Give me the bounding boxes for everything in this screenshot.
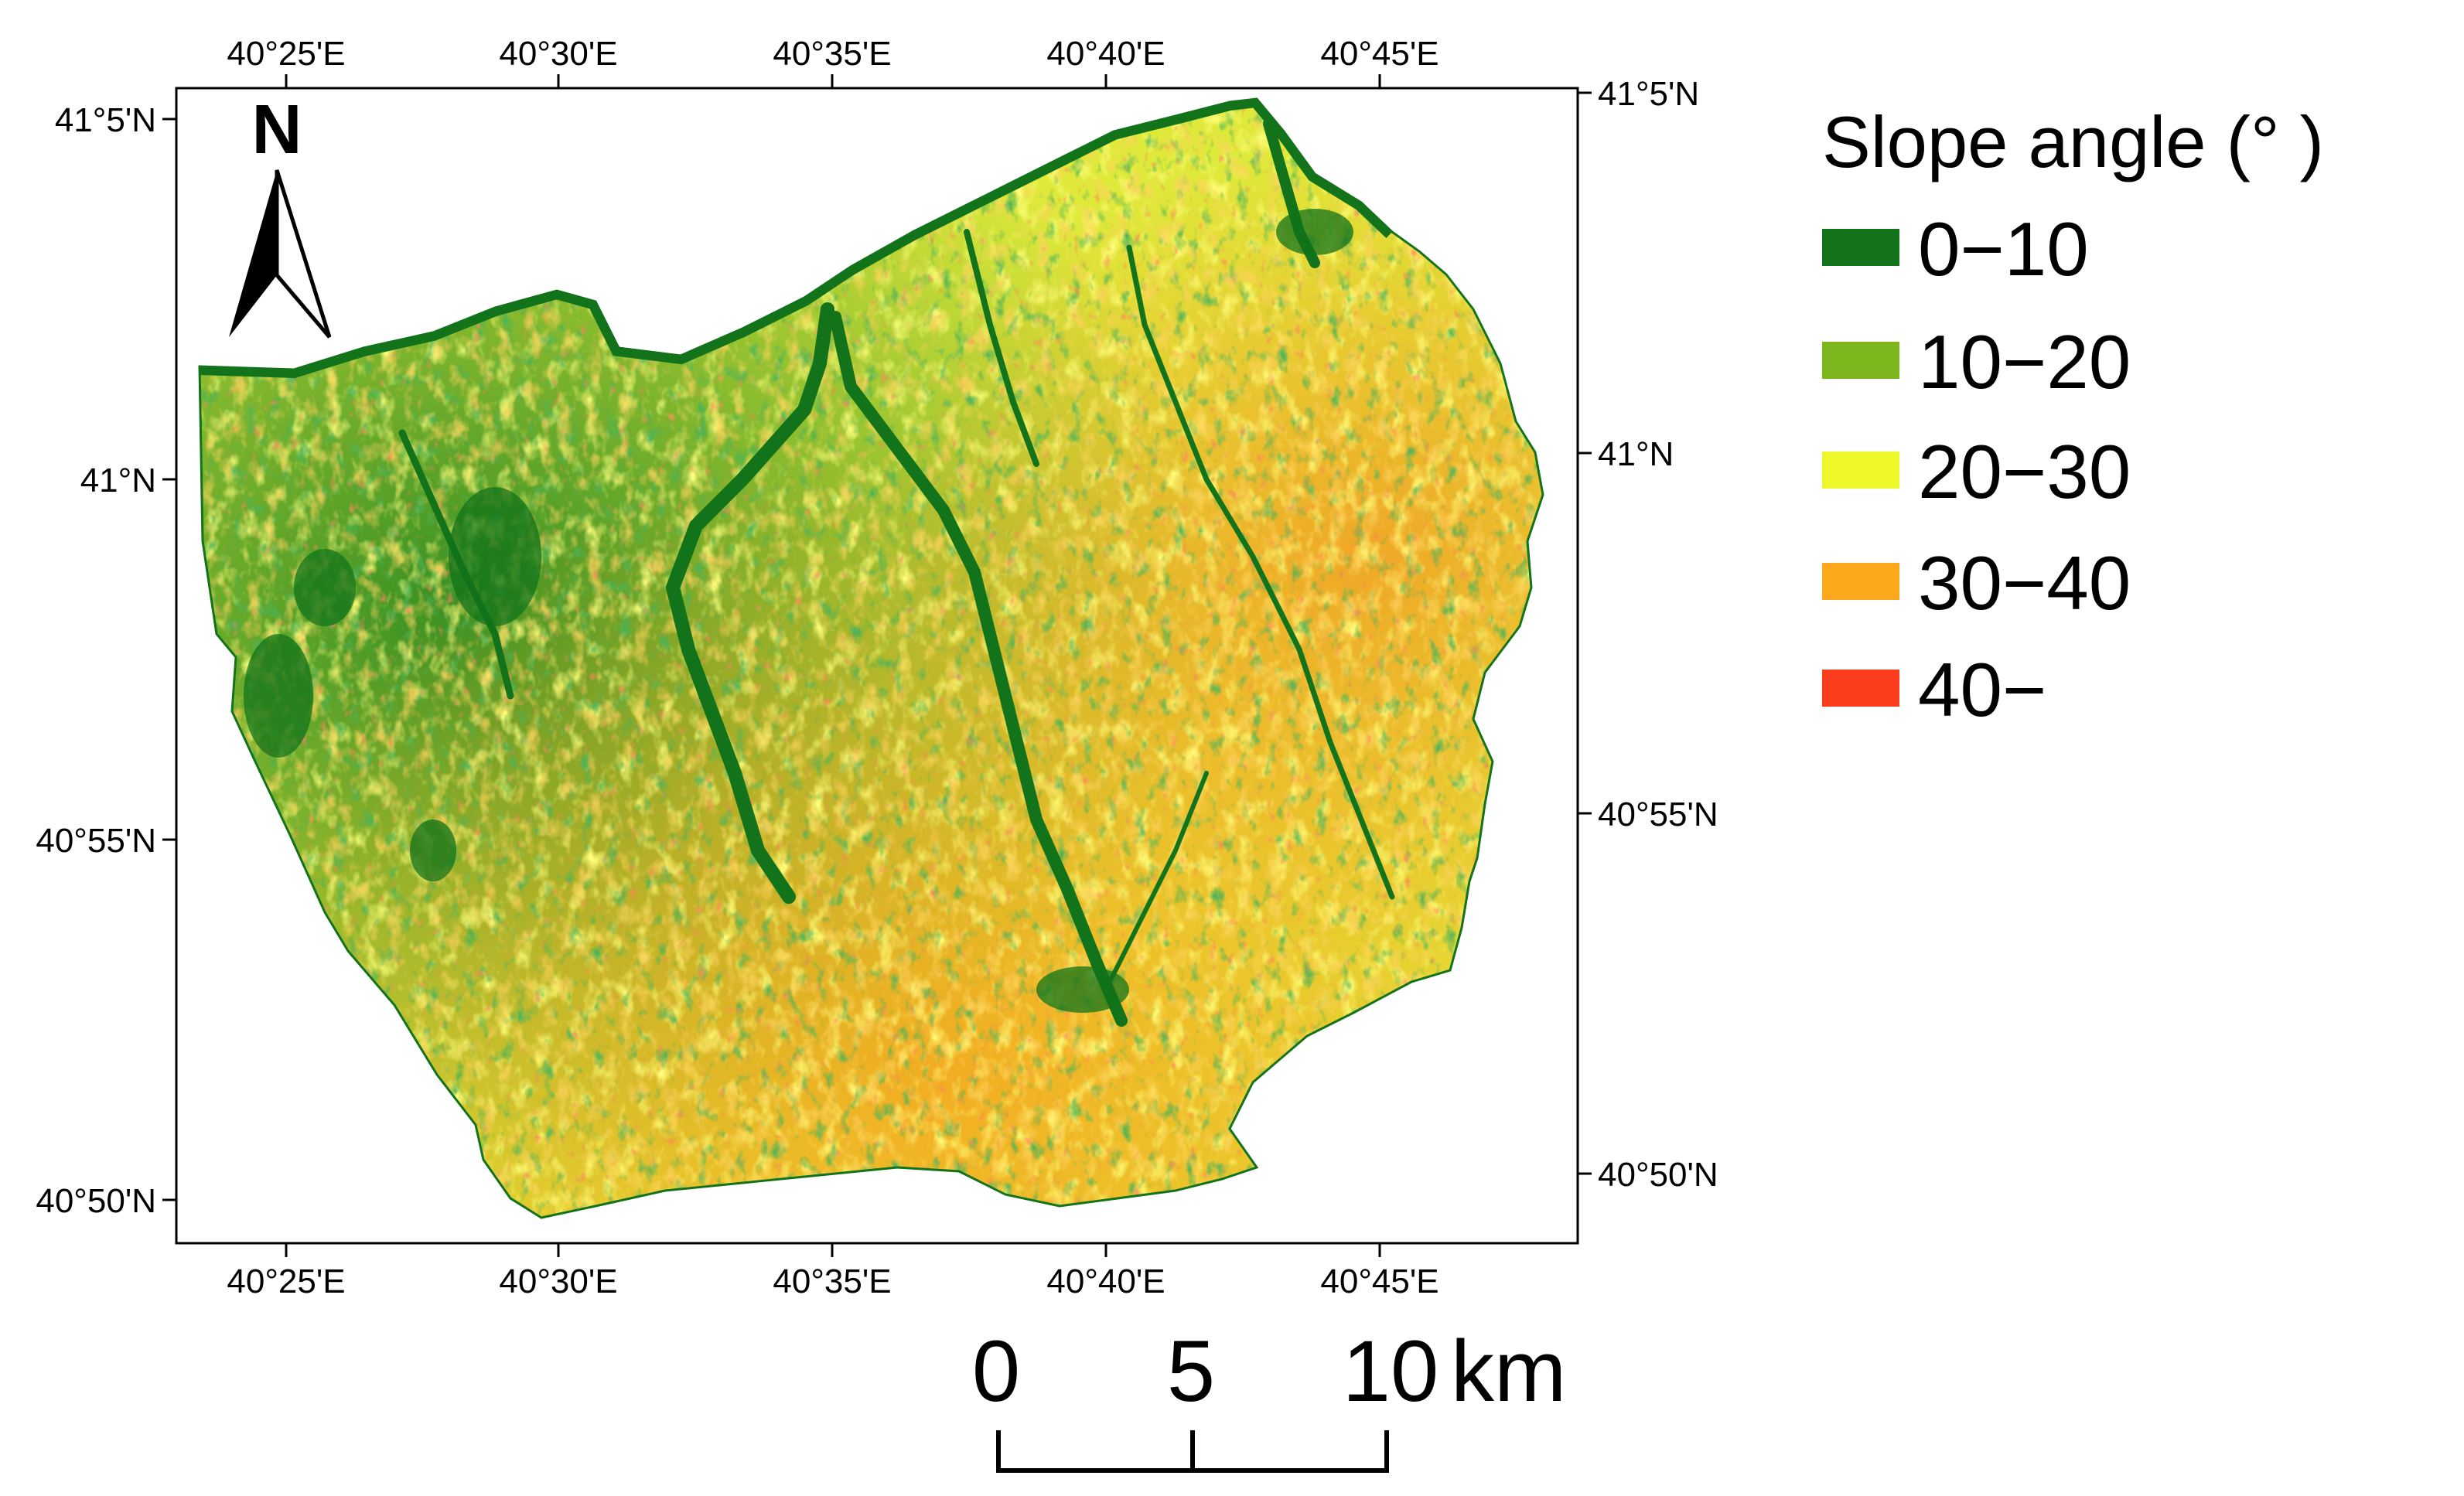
top-lon-label: 40°25'E (227, 35, 345, 73)
legend-item: 40− (1822, 647, 2046, 732)
left-lat-label: 41°5'N (55, 101, 156, 139)
legend-label: 10−20 (1918, 319, 2131, 404)
north-arrow-icon: N (229, 91, 332, 339)
bottom-lon-label: 40°45'E (1320, 1263, 1438, 1300)
legend-item: 0−10 (1822, 206, 2089, 291)
legend-label: 40− (1918, 647, 2046, 732)
scale-unit: km (1451, 1323, 1566, 1419)
top-lon-labels: 40°25'E 40°30'E 40°35'E 40°40'E 40°45'E (227, 35, 1438, 73)
legend-swatch (1822, 670, 1899, 707)
top-lon-label: 40°45'E (1320, 35, 1438, 73)
legend-item: 10−20 (1822, 319, 2131, 404)
right-lat-label: 41°5'N (1598, 75, 1699, 113)
bottom-lon-label: 40°40'E (1046, 1263, 1165, 1300)
scale-label: 10 (1343, 1323, 1439, 1419)
legend: Slope angle (° ) 0−10 10−20 20−30 30−40 … (1822, 101, 2324, 732)
legend-item: 20−30 (1822, 429, 2131, 514)
legend-swatch (1822, 563, 1899, 600)
bottom-lon-labels: 40°25'E 40°30'E 40°35'E 40°40'E 40°45'E (227, 1263, 1438, 1300)
west-lowland (244, 209, 1353, 1013)
left-lat-label: 40°50'N (36, 1182, 156, 1220)
left-lat-label: 41°N (80, 462, 156, 499)
top-lon-label: 40°30'E (499, 35, 617, 73)
scale-bar-line (996, 1430, 1389, 1473)
study-area-boundary (198, 97, 1544, 1219)
bottom-lon-label: 40°35'E (773, 1263, 891, 1300)
legend-swatch (1822, 342, 1899, 379)
scale-label: 5 (1167, 1323, 1215, 1419)
top-lon-label: 40°35'E (773, 35, 891, 73)
north-label: N (252, 91, 302, 169)
right-lat-label: 40°55'N (1598, 796, 1718, 833)
graticule-ticks (162, 74, 1592, 1257)
right-lat-label: 41°N (1598, 435, 1674, 473)
right-lat-label: 40°50'N (1598, 1156, 1718, 1194)
bottom-lon-label: 40°25'E (227, 1263, 345, 1300)
bottom-lon-label: 40°30'E (499, 1263, 617, 1300)
legend-swatch (1822, 452, 1899, 489)
right-lat-labels: 41°5'N 41°N 40°55'N 40°50'N (1598, 75, 1718, 1194)
left-lat-labels: 41°5'N 41°N 40°55'N 40°50'N (36, 101, 156, 1220)
legend-label: 20−30 (1918, 429, 2131, 514)
top-lon-label: 40°40'E (1046, 35, 1165, 73)
legend-label: 30−40 (1918, 540, 2131, 625)
scale-bar: 0 5 10 km (972, 1323, 1566, 1473)
scale-label: 0 (972, 1323, 1020, 1419)
legend-swatch (1822, 229, 1899, 266)
legend-label: 0−10 (1918, 206, 2089, 291)
left-lat-label: 40°55'N (36, 822, 156, 860)
legend-item: 30−40 (1822, 540, 2131, 625)
legend-title: Slope angle (° ) (1822, 101, 2324, 182)
